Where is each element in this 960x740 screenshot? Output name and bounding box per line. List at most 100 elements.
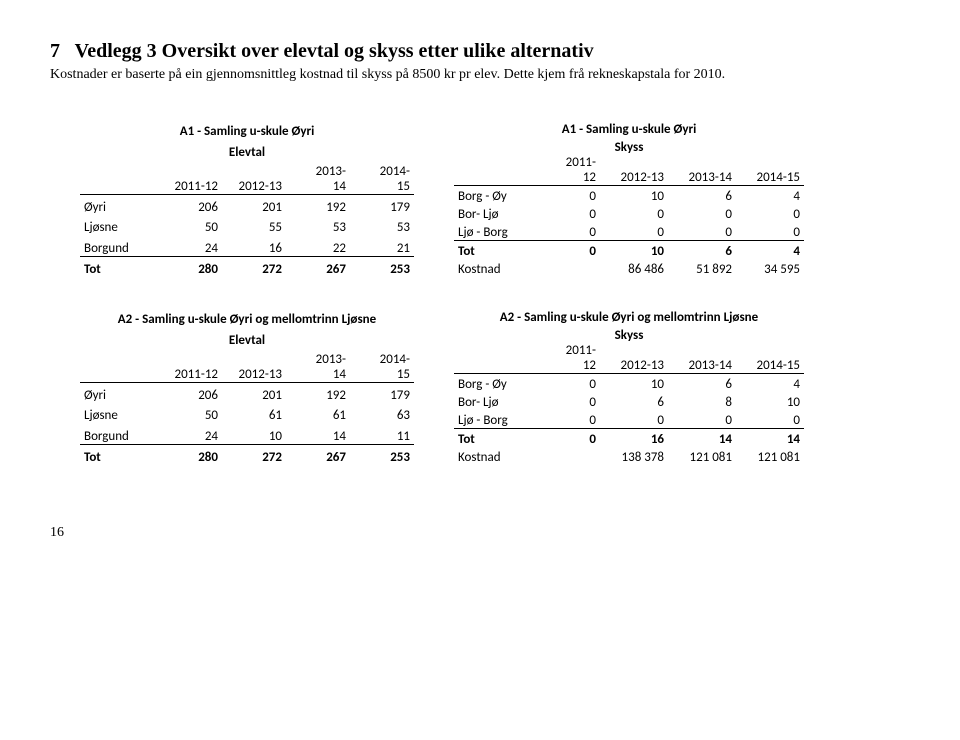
cell: 53 [350, 215, 414, 235]
row-label: Borg - Øy [454, 374, 532, 393]
hdr-y4: 2014-15 [350, 348, 414, 382]
cell: 0 [668, 410, 736, 429]
hdr-y3: 2013-14 [668, 155, 736, 186]
cell: 24 [158, 423, 222, 444]
cell: 179 [350, 382, 414, 403]
cell: 0 [736, 222, 804, 241]
cell: 201 [222, 194, 286, 215]
row-label: Ljø - Borg [454, 410, 532, 429]
cell: 21 [350, 235, 414, 256]
a1-left-title: A1 - Samling u-skule Øyri [80, 119, 414, 139]
cell: 0 [532, 222, 600, 241]
row-label: Bor- Ljø [454, 204, 532, 222]
cell: 10 [600, 241, 668, 260]
cell: 6 [668, 374, 736, 393]
cell: 0 [736, 204, 804, 222]
cell: 253 [350, 444, 414, 465]
hdr-y3: 2013-14 [286, 160, 350, 194]
row-label: Borg - Øy [454, 186, 532, 205]
a1-block: A1 - Samling u-skule Øyri Elevtal 2011-1… [80, 119, 910, 277]
hdr-y3: 2013-14 [668, 343, 736, 374]
cell: 0 [532, 241, 600, 260]
cell: 0 [600, 410, 668, 429]
cell: 8 [668, 392, 736, 410]
cell: 14 [286, 423, 350, 444]
hdr-y1: 2011-12 [532, 343, 600, 374]
page-number: 16 [50, 525, 910, 541]
tot-label: Tot [454, 241, 532, 260]
cell: 0 [600, 204, 668, 222]
a2-right-title: A2 - Samling u-skule Øyri og mellomtrinn… [454, 307, 804, 325]
hdr-y3: 2013-14 [286, 348, 350, 382]
a1-skyss-table: A1 - Samling u-skule Øyri Skyss 2011-12 … [454, 119, 804, 277]
cell: 11 [350, 423, 414, 444]
cell: 4 [736, 186, 804, 205]
cell: 0 [532, 374, 600, 393]
cell: 192 [286, 382, 350, 403]
cell: 121 081 [736, 447, 804, 465]
cell: 14 [736, 429, 804, 448]
cell: 86 486 [600, 259, 668, 277]
cell: 10 [600, 374, 668, 393]
cell: 4 [736, 241, 804, 260]
a2-elevtal-table: A2 - Samling u-skule Øyri og mellomtrinn… [80, 307, 414, 465]
kostnad-label: Kostnad [454, 259, 532, 277]
a2-left-sub: Elevtal [80, 327, 414, 347]
cell: 14 [668, 429, 736, 448]
cell: 206 [158, 382, 222, 403]
kostnad-label: Kostnad [454, 447, 532, 465]
hdr-blank [80, 348, 158, 382]
row-label: Ljø - Borg [454, 222, 532, 241]
cell: 16 [600, 429, 668, 448]
cell: 192 [286, 194, 350, 215]
row-label: Borgund [80, 423, 158, 444]
a1-right-sub: Skyss [454, 137, 804, 155]
cell: 50 [158, 215, 222, 235]
hdr-y1: 2011-12 [532, 155, 600, 186]
cell: 280 [158, 256, 222, 277]
cell: 6 [600, 392, 668, 410]
a2-right-sub: Skyss [454, 325, 804, 343]
a2-skyss-table: A2 - Samling u-skule Øyri og mellomtrinn… [454, 307, 804, 465]
heading-text: Vedlegg 3 Oversikt over elevtal og skyss… [75, 40, 594, 62]
cell [532, 447, 600, 465]
a1-right-title: A1 - Samling u-skule Øyri [454, 119, 804, 137]
tot-label: Tot [454, 429, 532, 448]
cell: 0 [532, 204, 600, 222]
hdr-blank [80, 160, 158, 194]
a1-left-sub: Elevtal [80, 139, 414, 159]
cell: 55 [222, 215, 286, 235]
cell: 138 378 [600, 447, 668, 465]
hdr-y2: 2012-13 [600, 343, 668, 374]
cell: 0 [532, 392, 600, 410]
tot-label: Tot [80, 256, 158, 277]
a2-block: A2 - Samling u-skule Øyri og mellomtrinn… [80, 307, 910, 465]
cell: 121 081 [668, 447, 736, 465]
cell: 22 [286, 235, 350, 256]
cell: 179 [350, 194, 414, 215]
hdr-y1: 2011-12 [158, 160, 222, 194]
cell: 0 [532, 186, 600, 205]
cell: 51 892 [668, 259, 736, 277]
hdr-y2: 2012-13 [222, 348, 286, 382]
row-label: Bor- Ljø [454, 392, 532, 410]
a2-left-title: A2 - Samling u-skule Øyri og mellomtrinn… [80, 307, 414, 327]
section-number: 7 [50, 40, 60, 62]
cell: 206 [158, 194, 222, 215]
cell: 0 [668, 222, 736, 241]
cell: 0 [600, 222, 668, 241]
cell: 61 [286, 403, 350, 423]
cell: 10 [222, 423, 286, 444]
cell: 253 [350, 256, 414, 277]
hdr-y4: 2014-15 [736, 343, 804, 374]
cell: 201 [222, 382, 286, 403]
cell: 272 [222, 256, 286, 277]
cell: 4 [736, 374, 804, 393]
hdr-y4: 2014-15 [350, 160, 414, 194]
hdr-y2: 2012-13 [222, 160, 286, 194]
page-heading: 7 Vedlegg 3 Oversikt over elevtal og sky… [50, 40, 910, 63]
cell [532, 259, 600, 277]
intro-text: Kostnader er baserte på ein gjennomsnitt… [50, 67, 910, 83]
cell: 6 [668, 186, 736, 205]
row-label: Ljøsne [80, 215, 158, 235]
